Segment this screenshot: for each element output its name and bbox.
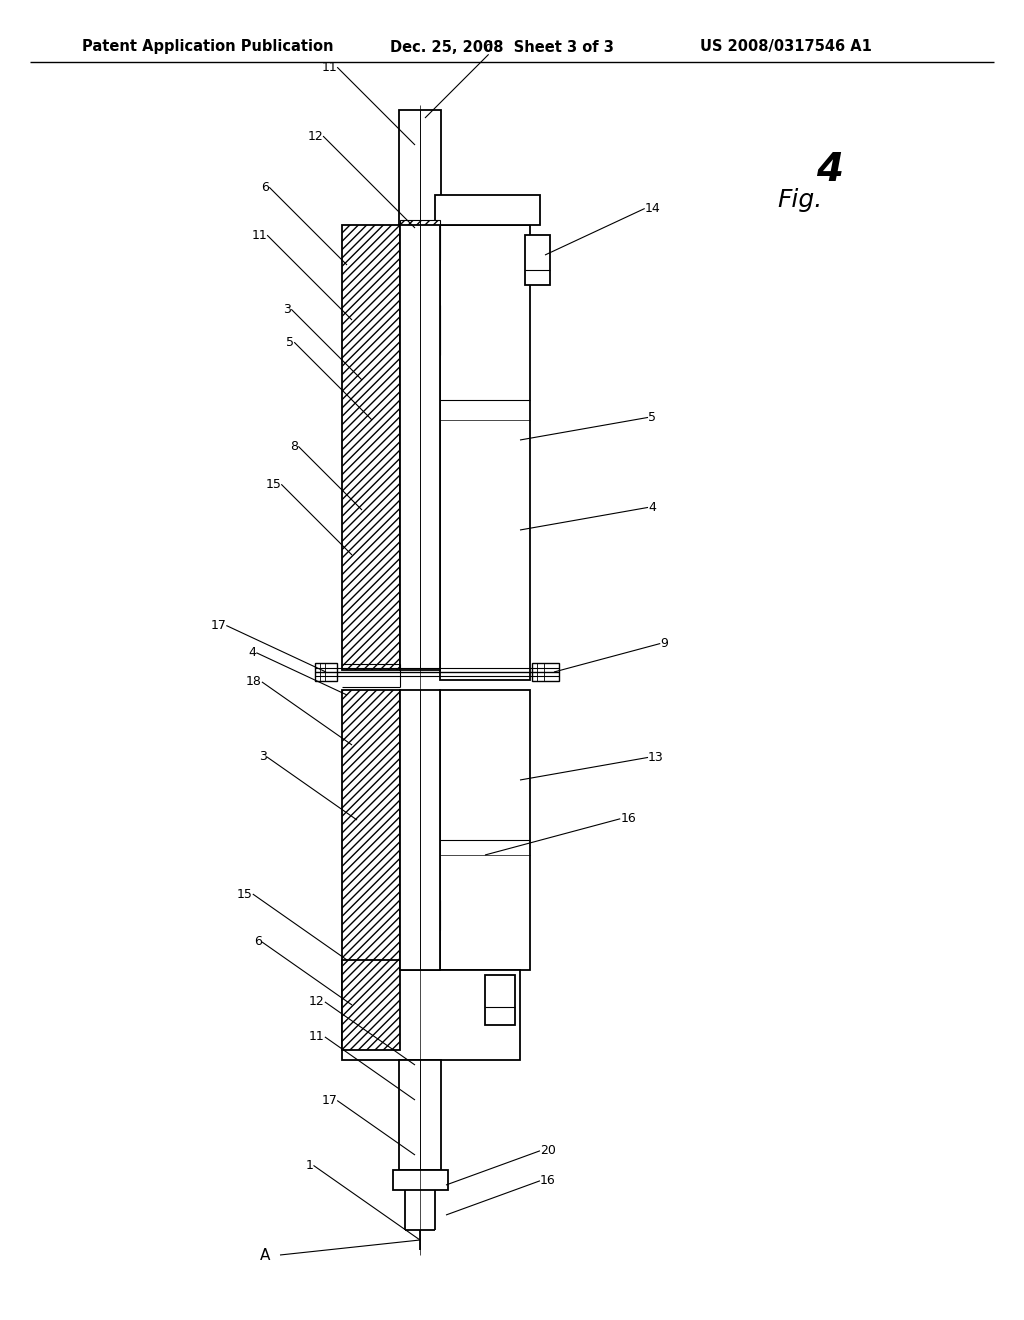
- Bar: [400, 224, 440, 671]
- Bar: [440, 690, 530, 970]
- Text: 13: 13: [648, 751, 664, 764]
- Text: 4: 4: [648, 500, 656, 513]
- Bar: [400, 690, 440, 970]
- Text: d: d: [484, 41, 493, 54]
- Text: 11: 11: [252, 228, 267, 242]
- Bar: [342, 970, 520, 1060]
- Text: 12: 12: [309, 995, 325, 1008]
- Text: US 2008/0317546 A1: US 2008/0317546 A1: [700, 40, 871, 54]
- Text: 11: 11: [309, 1031, 325, 1043]
- Text: 6: 6: [261, 181, 269, 194]
- Text: 5: 5: [648, 411, 656, 424]
- Text: 4: 4: [249, 647, 256, 659]
- Bar: [393, 1170, 449, 1191]
- Text: A: A: [260, 1247, 270, 1262]
- Text: 3: 3: [284, 302, 291, 315]
- Text: 5: 5: [287, 335, 294, 348]
- Text: 18: 18: [246, 676, 262, 689]
- Text: 17: 17: [210, 619, 226, 632]
- Text: 12: 12: [307, 129, 324, 143]
- Text: 1: 1: [305, 1159, 313, 1172]
- Bar: [399, 1060, 441, 1170]
- Bar: [525, 235, 550, 285]
- Text: 3: 3: [259, 750, 267, 763]
- Text: 16: 16: [540, 1175, 556, 1187]
- Bar: [315, 663, 337, 681]
- Text: Patent Application Publication: Patent Application Publication: [82, 40, 334, 54]
- Bar: [399, 110, 441, 224]
- Text: 4: 4: [816, 150, 844, 189]
- Text: 8: 8: [291, 440, 298, 453]
- Text: 16: 16: [621, 812, 636, 825]
- Text: Fig.: Fig.: [777, 187, 822, 213]
- Text: 20: 20: [540, 1144, 556, 1158]
- Text: 15: 15: [265, 478, 282, 491]
- Text: 15: 15: [237, 887, 253, 900]
- Text: 14: 14: [645, 202, 660, 215]
- Bar: [435, 195, 540, 224]
- Text: 9: 9: [660, 638, 668, 649]
- Bar: [485, 975, 515, 1026]
- Bar: [342, 960, 400, 1049]
- Text: Dec. 25, 2008  Sheet 3 of 3: Dec. 25, 2008 Sheet 3 of 3: [390, 40, 613, 54]
- Bar: [342, 690, 400, 970]
- Bar: [440, 224, 530, 680]
- Text: 17: 17: [322, 1094, 337, 1107]
- Text: 11: 11: [322, 61, 337, 74]
- Text: 6: 6: [254, 936, 262, 948]
- Bar: [342, 224, 400, 671]
- Bar: [532, 663, 559, 681]
- Bar: [400, 220, 440, 260]
